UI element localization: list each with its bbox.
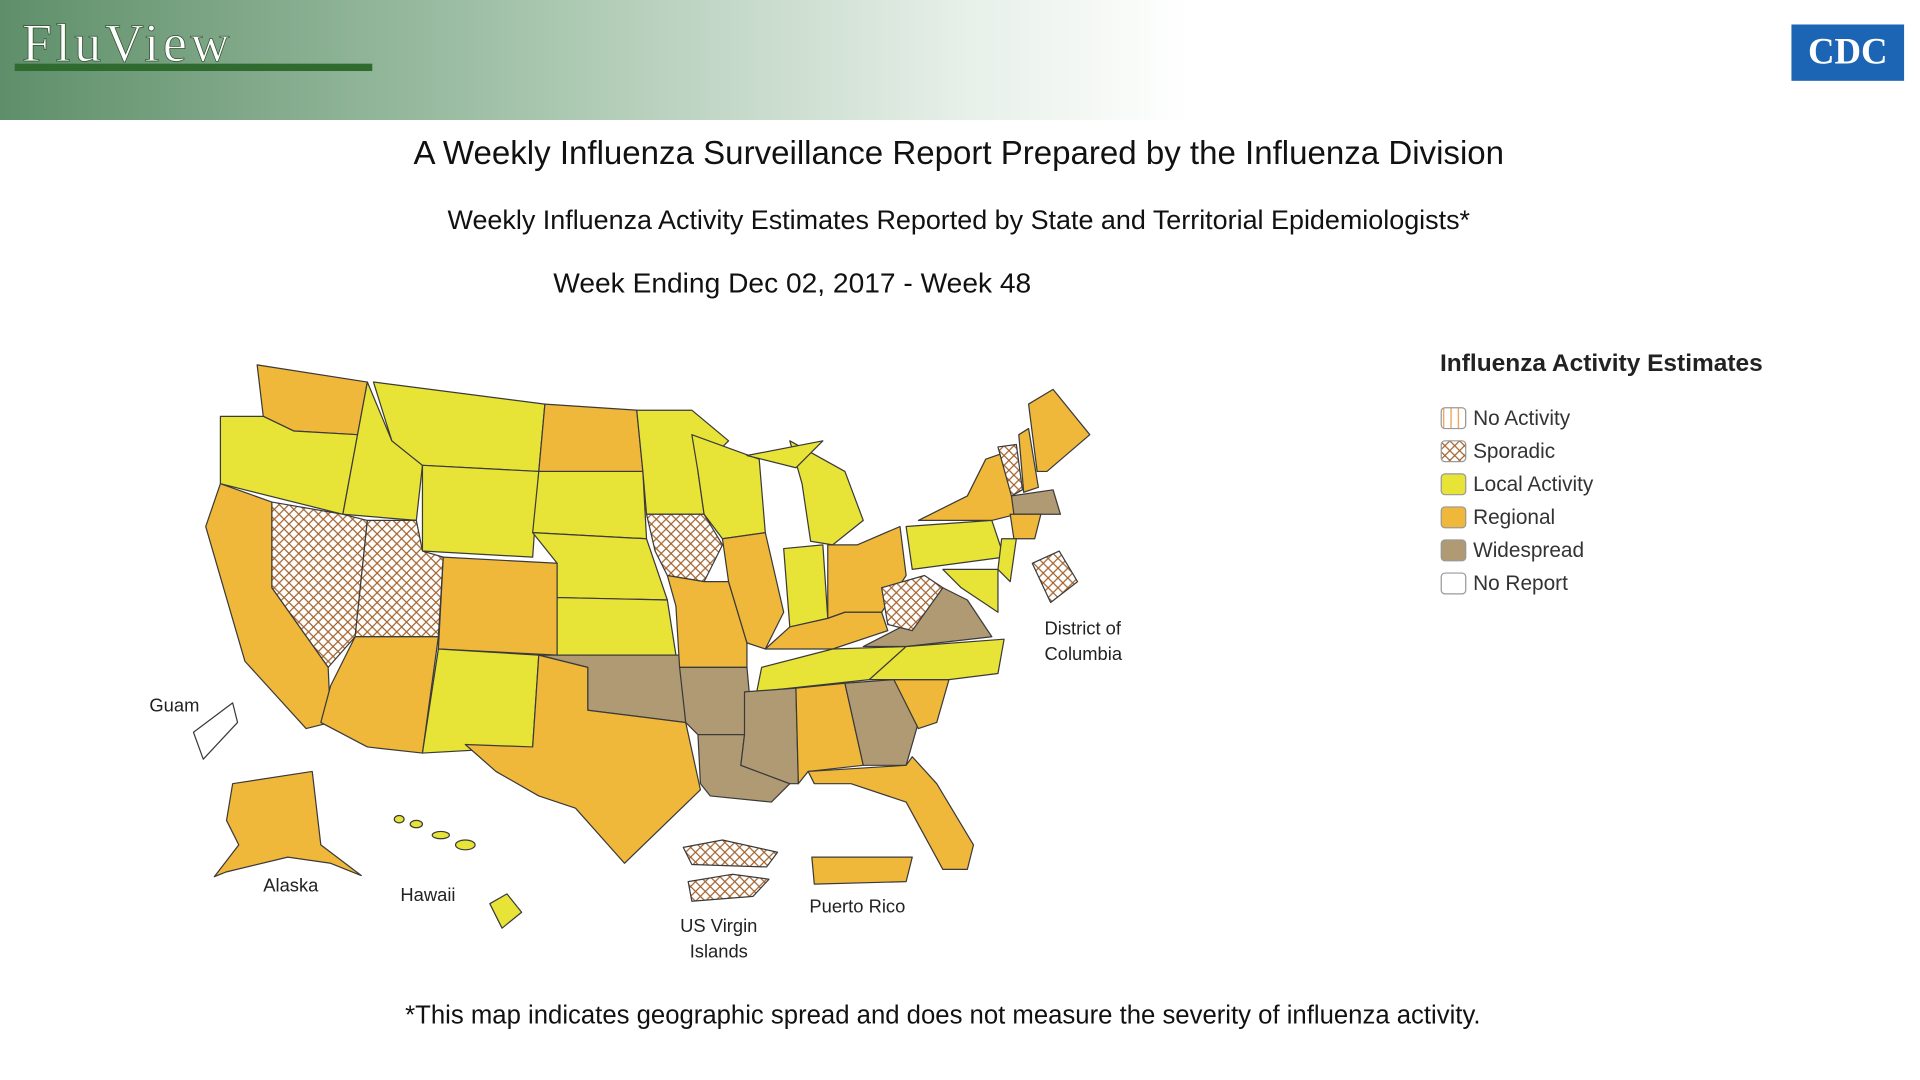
week: Week Ending Dec 02, 2017 - Week 48: [553, 268, 1031, 299]
state: [764, 611, 889, 650]
map-label: District of: [1044, 617, 1121, 638]
state: [1027, 388, 1091, 473]
state: [746, 440, 824, 469]
legend-swatch: [1440, 539, 1467, 562]
legend-swatch: [1440, 440, 1467, 463]
us-map: [192, 364, 1091, 929]
state: [997, 443, 1024, 497]
dc-inset: [1031, 550, 1079, 604]
legend-label: Regional: [1473, 506, 1555, 529]
title: A Weekly Influenza Surveillance Report P…: [414, 135, 1505, 172]
state: [997, 538, 1017, 583]
usvi: [682, 839, 779, 868]
logo-underline: [14, 63, 373, 72]
map-label: Hawaii: [400, 884, 455, 905]
legend-swatch: [1440, 407, 1467, 430]
state: [437, 556, 558, 656]
state: [1009, 513, 1042, 540]
legend-label: Widespread: [1473, 539, 1584, 562]
hawaii: [393, 814, 523, 929]
map-label: Islands: [690, 941, 748, 962]
state: [421, 464, 540, 558]
state: [320, 636, 439, 754]
state: [538, 403, 644, 473]
map-label: Alaska: [263, 874, 319, 895]
state: [783, 544, 829, 628]
guam: [192, 702, 239, 760]
legend-label: Sporadic: [1473, 440, 1555, 463]
header-banner: [0, 0, 1920, 121]
legend-swatch: [1440, 473, 1467, 496]
footnote: *This map indicates geographic spread an…: [405, 1002, 1480, 1030]
legend: No Activity Sporadic Local Activity Regiona…: [1440, 407, 1594, 595]
legend-label: No Activity: [1473, 407, 1571, 430]
logo: FluView: [22, 13, 233, 73]
legend-swatch: [1440, 506, 1467, 529]
state: [678, 666, 754, 736]
subtitle: Weekly Influenza Activity Estimates Repo…: [448, 205, 1471, 235]
state: [464, 654, 702, 864]
map-label: Columbia: [1044, 643, 1122, 664]
state: [807, 756, 975, 871]
map-label: Guam: [149, 694, 199, 715]
state: [942, 568, 999, 613]
cdc-text: CDC: [1808, 31, 1888, 72]
legend-swatch: [1440, 572, 1467, 595]
map-label: US Virgin: [680, 915, 757, 936]
legend-label: No Report: [1473, 572, 1568, 595]
puerto-rico: [811, 856, 913, 885]
content: FluView CDC A Weekly Influenza Surveilla…: [0, 0, 1920, 1030]
legend-label: Local Activity: [1473, 473, 1594, 496]
state: [1018, 427, 1039, 493]
cdc-logo: [1791, 24, 1905, 81]
state: [666, 574, 748, 668]
state: [795, 682, 864, 785]
map-label: Puerto Rico: [809, 895, 905, 916]
legend-title: Influenza Activity Estimates: [1440, 350, 1763, 377]
state: [421, 648, 540, 754]
state: [556, 596, 677, 656]
state: [532, 470, 648, 540]
usvi: [687, 873, 770, 902]
state: [1010, 489, 1062, 515]
state: [881, 574, 944, 632]
alaska: [213, 770, 362, 878]
state: [905, 519, 1005, 571]
